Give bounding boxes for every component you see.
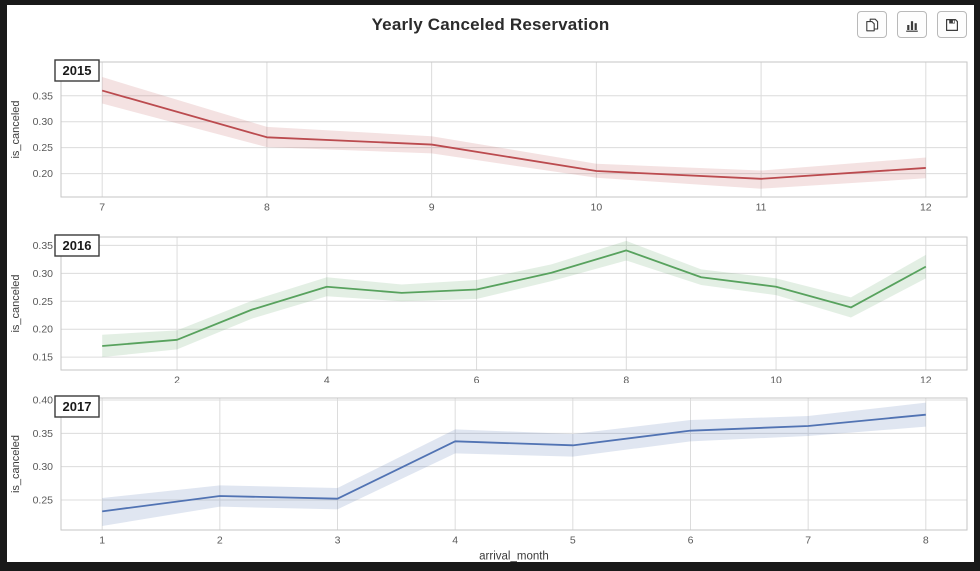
y-tick-label: 0.25 xyxy=(33,495,54,507)
year-label-box xyxy=(54,234,100,257)
x-tick-label: 6 xyxy=(474,375,480,384)
save-icon xyxy=(944,17,960,33)
x-tick-label: 10 xyxy=(770,375,782,384)
x-tick-label: 1 xyxy=(99,535,105,547)
x-tick-label: 12 xyxy=(920,202,932,214)
y-tick-label: 0.40 xyxy=(33,395,54,407)
y-tick-label: 0.20 xyxy=(33,324,54,336)
y-tick-label: 0.30 xyxy=(33,461,54,473)
y-tick-label: 0.20 xyxy=(33,168,54,180)
copy-button[interactable] xyxy=(857,11,887,38)
year-label: 2016 xyxy=(63,238,92,253)
save-button[interactable] xyxy=(937,11,967,38)
chart-2017-svg: 0.25 0.30 0.35 0.40 1 2 3 4 5 6 7 8 is_canceledarriv… xyxy=(10,395,968,563)
x-tick-label: 12 xyxy=(920,375,932,384)
y-tick-label: 0.30 xyxy=(33,268,54,280)
charts-container: 0.20 0.25 0.30 0.35 7 8 9 10 11 12 is_canceled 2015… xyxy=(7,50,974,571)
x-tick-label: 8 xyxy=(264,202,270,214)
ci-band xyxy=(102,402,926,526)
chart-panel: Yearly Canceled Reservation xyxy=(7,5,974,563)
y-tick-label: 0.35 xyxy=(33,240,54,252)
x-tick-label: 4 xyxy=(324,375,330,384)
bar-chart-icon xyxy=(904,17,920,33)
x-tick-label: 7 xyxy=(99,202,105,214)
y-axis-label: is_canceled xyxy=(10,100,22,158)
bar-chart-button[interactable] xyxy=(897,11,927,38)
x-tick-label: 10 xyxy=(591,202,603,214)
ci-band xyxy=(102,77,926,189)
series-line xyxy=(102,249,927,347)
series-line xyxy=(102,413,926,513)
x-tick-label: 2 xyxy=(174,375,180,384)
year-label-box xyxy=(54,395,100,418)
y-tick-label: 0.25 xyxy=(33,296,54,308)
toolbar xyxy=(857,11,967,38)
x-tick-label: 8 xyxy=(923,535,929,547)
panel-header: Yearly Canceled Reservation xyxy=(7,5,974,50)
copy-icon xyxy=(864,17,880,33)
plot-border xyxy=(60,397,968,531)
y-tick-label: 0.35 xyxy=(33,90,54,102)
x-tick-label: 4 xyxy=(452,535,458,547)
x-tick-label: 2 xyxy=(217,535,223,547)
x-tick-label: 11 xyxy=(756,202,767,214)
year-label-box xyxy=(54,59,100,82)
x-tick-label: 5 xyxy=(570,535,576,547)
year-label: 2015 xyxy=(63,63,92,78)
y-axis-label: is_canceled xyxy=(10,274,22,332)
chart-2015-svg: 0.20 0.25 0.30 0.35 7 8 9 10 11 12 is_canceled 2015 xyxy=(10,59,968,214)
x-tick-label: 9 xyxy=(429,202,435,214)
plot-border xyxy=(60,61,968,198)
page-title: Yearly Canceled Reservation xyxy=(371,15,610,34)
x-tick-label: 7 xyxy=(805,535,811,547)
y-axis-label: is_canceled xyxy=(10,435,22,493)
x-axis-label: arrival_month xyxy=(479,551,549,563)
x-tick-label: 8 xyxy=(623,375,629,384)
y-tick-label: 0.15 xyxy=(33,352,54,364)
year-label: 2017 xyxy=(63,399,92,414)
y-tick-label: 0.35 xyxy=(33,428,54,440)
x-tick-label: 3 xyxy=(335,535,341,547)
subplot-2016: 0.15 0.20 0.25 0.30 0.35 2 4 6 8 10 12 is_canceled 2… xyxy=(7,218,974,388)
subplot-2015: 0.20 0.25 0.30 0.35 7 8 9 10 11 12 is_canceled 2015 xyxy=(7,50,974,218)
ci-band xyxy=(102,240,926,358)
y-tick-label: 0.30 xyxy=(33,116,54,128)
y-tick-label: 0.25 xyxy=(33,142,54,154)
chart-2016-svg: 0.15 0.20 0.25 0.30 0.35 2 4 6 8 10 12 is_canceled 2… xyxy=(10,234,968,387)
plot-border xyxy=(60,236,968,371)
series-line xyxy=(101,89,926,180)
x-tick-label: 6 xyxy=(688,535,694,547)
